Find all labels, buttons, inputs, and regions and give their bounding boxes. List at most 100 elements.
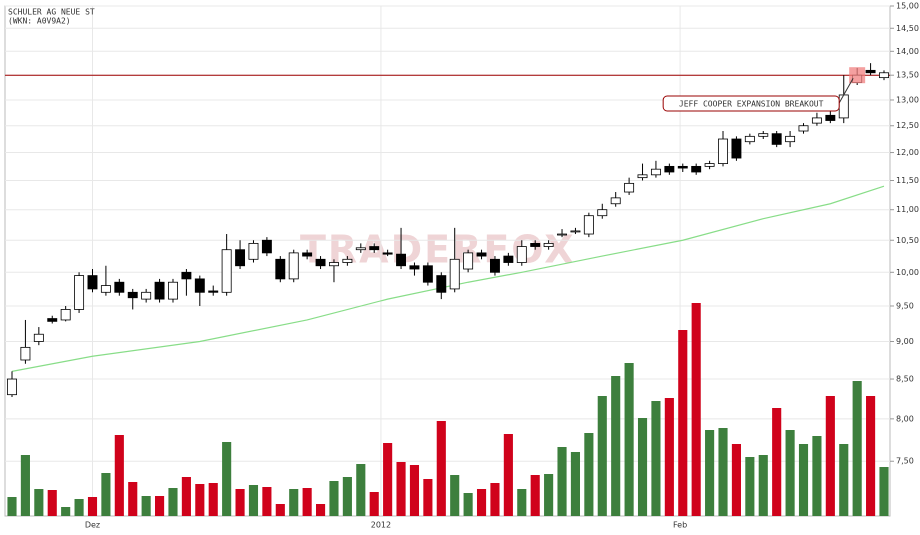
volume-bar (691, 303, 701, 516)
candle-body (691, 165, 702, 173)
volume-bar (450, 475, 460, 516)
volume-bar (168, 488, 178, 516)
volume-bar (61, 507, 71, 516)
candle-body (825, 114, 836, 121)
volume-bar (812, 436, 822, 516)
candle-body (275, 258, 286, 280)
candle-body (181, 271, 192, 280)
annotation-arrow (838, 77, 854, 104)
candle-body (141, 291, 152, 300)
candle-body (489, 258, 500, 273)
candle-body (248, 242, 259, 260)
candle-body (20, 346, 31, 361)
volume-bar (222, 442, 232, 516)
candle-body (503, 255, 514, 263)
candle-body (329, 262, 339, 267)
candle-body (530, 242, 541, 247)
candle-body (610, 197, 621, 205)
candle-body (396, 253, 407, 267)
volume-bar (611, 376, 621, 516)
candle-body (798, 125, 809, 132)
volume-bar (409, 465, 420, 516)
chart-title: SCHULER AG NEUE ST (8, 8, 95, 17)
volume-bar (705, 430, 715, 516)
candle-body (288, 252, 299, 280)
y-tick-label: 15,00 (896, 2, 919, 11)
candle-body (422, 265, 433, 283)
candle-body (355, 247, 366, 251)
candle-body (47, 318, 58, 322)
volume-bar (825, 396, 835, 516)
volume-bar (664, 398, 674, 516)
volume-bar (423, 479, 433, 516)
candle-body (838, 94, 849, 119)
candle-body (771, 133, 782, 145)
volume-bar (356, 464, 366, 516)
candle-body (261, 239, 272, 254)
volume-bar (195, 484, 205, 516)
candle-body (718, 138, 728, 164)
y-tick-label: 9,50 (896, 301, 914, 310)
y-tick-label: 10,00 (896, 268, 919, 277)
candle-body (704, 163, 715, 167)
plot-frame (4, 5, 891, 517)
candle-body (449, 258, 460, 290)
candle-body (543, 242, 554, 247)
candle-body (744, 135, 755, 143)
volume-bar (557, 447, 567, 516)
volume-bar (181, 477, 191, 516)
volume-bar (584, 433, 594, 516)
candle-body (7, 378, 17, 396)
candle-body (583, 215, 594, 235)
y-tick-label: 12,00 (896, 148, 919, 157)
candle-body (785, 135, 796, 143)
volume-bar (476, 489, 487, 516)
candle-body (87, 275, 98, 290)
volume-bar (597, 396, 607, 516)
y-tick-label: 8,50 (896, 375, 914, 384)
candle-body (60, 309, 71, 321)
y-tick-label: 13,50 (896, 71, 919, 80)
candle-body (382, 252, 393, 255)
candle-body (436, 275, 447, 293)
candle-body (557, 233, 567, 236)
candle-body (637, 174, 648, 179)
volume-bar (141, 496, 151, 516)
volume-bar (7, 497, 17, 516)
volume-bar (637, 418, 648, 516)
volume-bar (101, 473, 111, 516)
candle-body (235, 249, 246, 267)
volume-bar (329, 481, 339, 516)
volume-bar (718, 428, 728, 516)
x-tick-label: Dez (85, 521, 100, 530)
candle-body (516, 246, 527, 263)
volume-bar (369, 492, 379, 516)
moving-average (11, 185, 885, 372)
candle-body (315, 258, 326, 267)
volume-bar (785, 430, 795, 516)
volume-bar (289, 489, 299, 516)
volume-bar (879, 467, 889, 516)
volume-bar (678, 330, 688, 516)
annotation-box (662, 95, 840, 112)
volume-bar (530, 475, 540, 516)
candle-body (865, 69, 876, 74)
y-tick-label: 11,50 (896, 176, 919, 185)
volume-bar (383, 443, 393, 516)
volume-bar (490, 483, 500, 516)
volume-bar (798, 444, 809, 516)
volume-bar (517, 489, 527, 516)
watermark: TRADERFOX (300, 228, 576, 272)
volume-bar (731, 444, 741, 516)
y-tick-label: 14,00 (896, 47, 919, 56)
volume-bar (839, 444, 849, 516)
volume-bar (772, 408, 782, 516)
y-tick-label: 8,00 (896, 414, 914, 423)
volume-bar (235, 489, 245, 516)
volume-bar (34, 489, 44, 516)
volume-bar (315, 504, 326, 516)
volume-bar (758, 455, 768, 516)
volume-bar (651, 401, 661, 516)
candle-body (221, 249, 232, 293)
